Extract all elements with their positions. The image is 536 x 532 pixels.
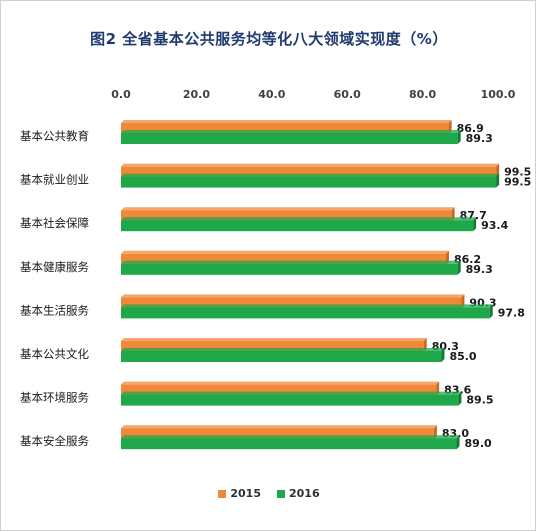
bar-2016-top xyxy=(121,217,477,221)
x-tick-label: 40.0 xyxy=(258,88,285,101)
chart-title: 图2 全省基本公共服务均等化八大领域实现度（%） xyxy=(90,30,448,48)
data-label-2016: 85.0 xyxy=(449,350,476,363)
data-label-2016: 89.3 xyxy=(466,132,493,145)
bar-2015 xyxy=(121,384,437,396)
bar-2015 xyxy=(121,210,452,222)
bar-2016 xyxy=(121,176,497,188)
legend: 2015 2016 xyxy=(1,487,536,500)
x-tick-label: 100.0 xyxy=(481,88,516,101)
category-label: 基本社会保障 xyxy=(20,216,89,230)
data-label-2016: 93.4 xyxy=(481,219,508,232)
category-label: 基本环境服务 xyxy=(20,391,89,405)
bar-2015 xyxy=(121,253,446,265)
bar-2016 xyxy=(121,438,457,450)
bar-2015 xyxy=(121,428,434,440)
data-label-2016: 89.5 xyxy=(466,394,493,407)
bar-2016 xyxy=(121,394,459,406)
legend-item-2015: 2015 xyxy=(218,487,261,500)
bar-2016-top xyxy=(121,173,500,177)
bar-2016-top xyxy=(121,348,445,351)
bar-2015-top xyxy=(121,425,437,429)
legend-swatch-2015 xyxy=(218,489,227,498)
bar-2015 xyxy=(121,166,497,178)
bar-2016-side xyxy=(489,304,493,319)
data-label-2016: 99.5 xyxy=(504,176,531,189)
bar-2015-top xyxy=(121,250,449,254)
legend-swatch-2016 xyxy=(277,489,285,498)
bar-2015-top xyxy=(121,294,465,298)
bar-2015-top xyxy=(121,381,440,385)
bar-2016-top xyxy=(121,260,461,264)
data-label-2015: 99.5 xyxy=(504,166,531,179)
legend-label-2015: 2015 xyxy=(230,487,261,500)
bar-2016-side xyxy=(441,348,445,362)
bar-2015-top xyxy=(121,163,500,167)
bar-2016 xyxy=(121,263,458,275)
data-label-2015: 86.2 xyxy=(454,253,481,266)
bar-2016-side xyxy=(457,260,461,275)
bar-2015-top xyxy=(121,120,452,123)
category-label: 基本公共文化 xyxy=(20,347,89,361)
bar-2016-top xyxy=(121,130,461,133)
data-label-2016: 97.8 xyxy=(498,306,525,319)
category-label: 基本公共教育 xyxy=(20,129,89,143)
data-label-2015: 86.9 xyxy=(457,122,484,135)
bar-2016-top xyxy=(121,391,462,395)
bar-2016 xyxy=(121,133,458,144)
bar-2016-side xyxy=(496,173,500,188)
bar-2016 xyxy=(121,220,474,232)
bar-2016-side xyxy=(457,130,461,144)
bar-2016 xyxy=(121,307,490,319)
bar-2016-side xyxy=(458,391,462,406)
bar-2016-top xyxy=(121,304,493,308)
bar-2016 xyxy=(121,351,442,362)
bar-2015 xyxy=(121,297,462,309)
bar-2016-side xyxy=(473,217,477,232)
category-label: 基本安全服务 xyxy=(20,434,89,448)
data-label-2016: 89.3 xyxy=(466,263,493,276)
legend-item-2016: 2016 xyxy=(277,487,320,500)
x-tick-label: 20.0 xyxy=(183,88,210,101)
x-tick-label: 80.0 xyxy=(409,88,436,101)
x-tick-label: 60.0 xyxy=(334,88,361,101)
bar-2016-side xyxy=(456,435,460,450)
x-tick-label: 0.0 xyxy=(111,88,131,101)
legend-label-2016: 2016 xyxy=(289,487,320,500)
bar-2016-top xyxy=(121,435,460,439)
category-label: 基本就业创业 xyxy=(20,173,89,187)
data-label-2016: 89.0 xyxy=(465,437,492,450)
category-label: 基本生活服务 xyxy=(20,303,89,317)
bar-2015-top xyxy=(121,207,455,211)
bar-2015 xyxy=(121,123,449,134)
category-label: 基本健康服务 xyxy=(20,260,89,274)
bar-2015 xyxy=(121,341,424,352)
bar-2015-top xyxy=(121,338,427,341)
